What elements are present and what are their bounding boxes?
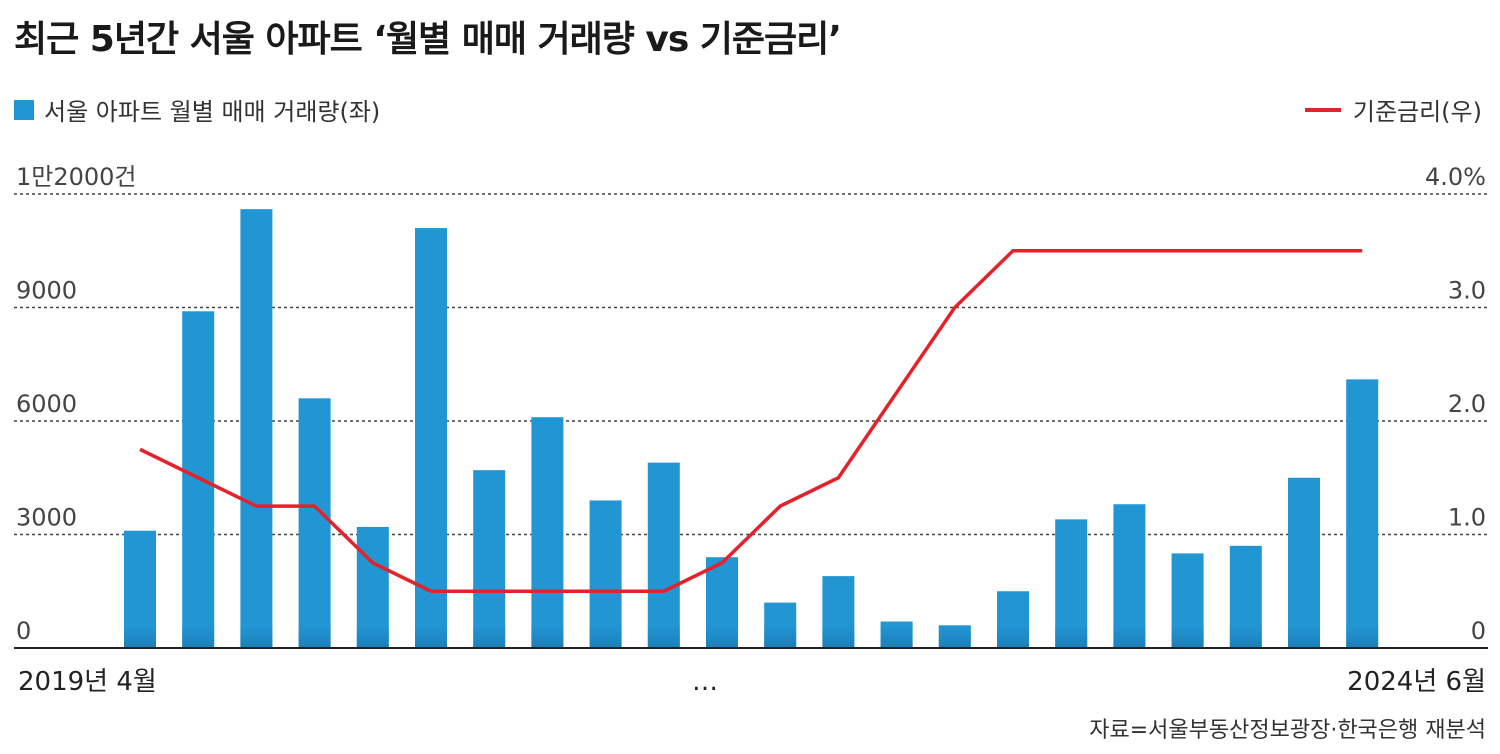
bar-base-shade: [647, 626, 680, 648]
y-left-tick-label: 9000: [16, 277, 77, 305]
bar: [589, 500, 622, 648]
legend-line-swatch: [1304, 107, 1341, 112]
y-right-tick-label: 4.0%: [1425, 163, 1486, 191]
y-left-tick-label: 6000: [16, 390, 77, 418]
bar-base-shade: [938, 626, 971, 648]
bar-base-shade: [764, 626, 797, 648]
legend-line: 기준금리(우): [1304, 92, 1482, 127]
bar-base-shade: [473, 626, 506, 648]
legend-bar-label: 서울 아파트 월별 매매 거래량(좌): [44, 98, 381, 126]
rate-line: [139, 249, 1363, 593]
bar-base-shade: [124, 626, 156, 648]
bar-base-shade: [1171, 626, 1204, 648]
bar-base-shade: [1346, 626, 1379, 648]
y-right-tick-label: 0: [1471, 617, 1486, 645]
y-left-tick-label: 0: [16, 617, 31, 645]
bar: [298, 398, 331, 648]
bar-base-shade: [706, 626, 738, 648]
legend-line-label: 기준금리(우): [1352, 98, 1482, 126]
y-right-tick-label: 2.0: [1448, 390, 1486, 418]
bar-base-shade: [1288, 626, 1320, 648]
bar-base-shade: [1055, 626, 1088, 648]
y-left-tick-label: 1만2000건: [16, 163, 137, 191]
y-left-tick-label: 3000: [16, 504, 77, 532]
bar-base-shade: [1113, 626, 1146, 648]
bar: [1288, 477, 1320, 648]
bar-base-shade: [1229, 626, 1262, 648]
x-label-start: 2019년 4월: [18, 667, 157, 697]
bar-base-shade: [880, 626, 913, 648]
y-right-tick-label: 3.0: [1448, 277, 1486, 305]
source-note: 자료=서울부동산정보광장·한국은행 재분석: [1089, 718, 1486, 743]
legend-bars: 서울 아파트 월별 매매 거래량(좌): [14, 92, 380, 127]
bar: [415, 228, 447, 649]
bar-base-shade: [531, 626, 564, 648]
legend-bar-swatch: [14, 99, 34, 120]
bar: [473, 470, 506, 648]
y-right-tick-label: 1.0: [1448, 504, 1486, 532]
x-label-end: 2024년 6월: [1347, 667, 1486, 697]
bar-base-shade: [589, 626, 622, 648]
bar-base-shade: [822, 626, 855, 648]
x-label-middle: …: [692, 667, 718, 697]
bar: [531, 417, 564, 648]
bar: [1346, 379, 1379, 648]
chart-title: 최근 5년간 서울 아파트 ‘월별 매매 거래량 vs 기준금리’: [14, 19, 842, 60]
bar-base-shade: [240, 626, 273, 648]
bar-base-shade: [182, 626, 215, 648]
bar-base-shade: [298, 626, 331, 648]
bar-base-shade: [356, 626, 389, 648]
bar: [1113, 504, 1146, 648]
bar-base-shade: [415, 626, 447, 648]
bar: [240, 209, 273, 648]
bar: [647, 462, 680, 648]
bar-base-shade: [997, 626, 1029, 648]
